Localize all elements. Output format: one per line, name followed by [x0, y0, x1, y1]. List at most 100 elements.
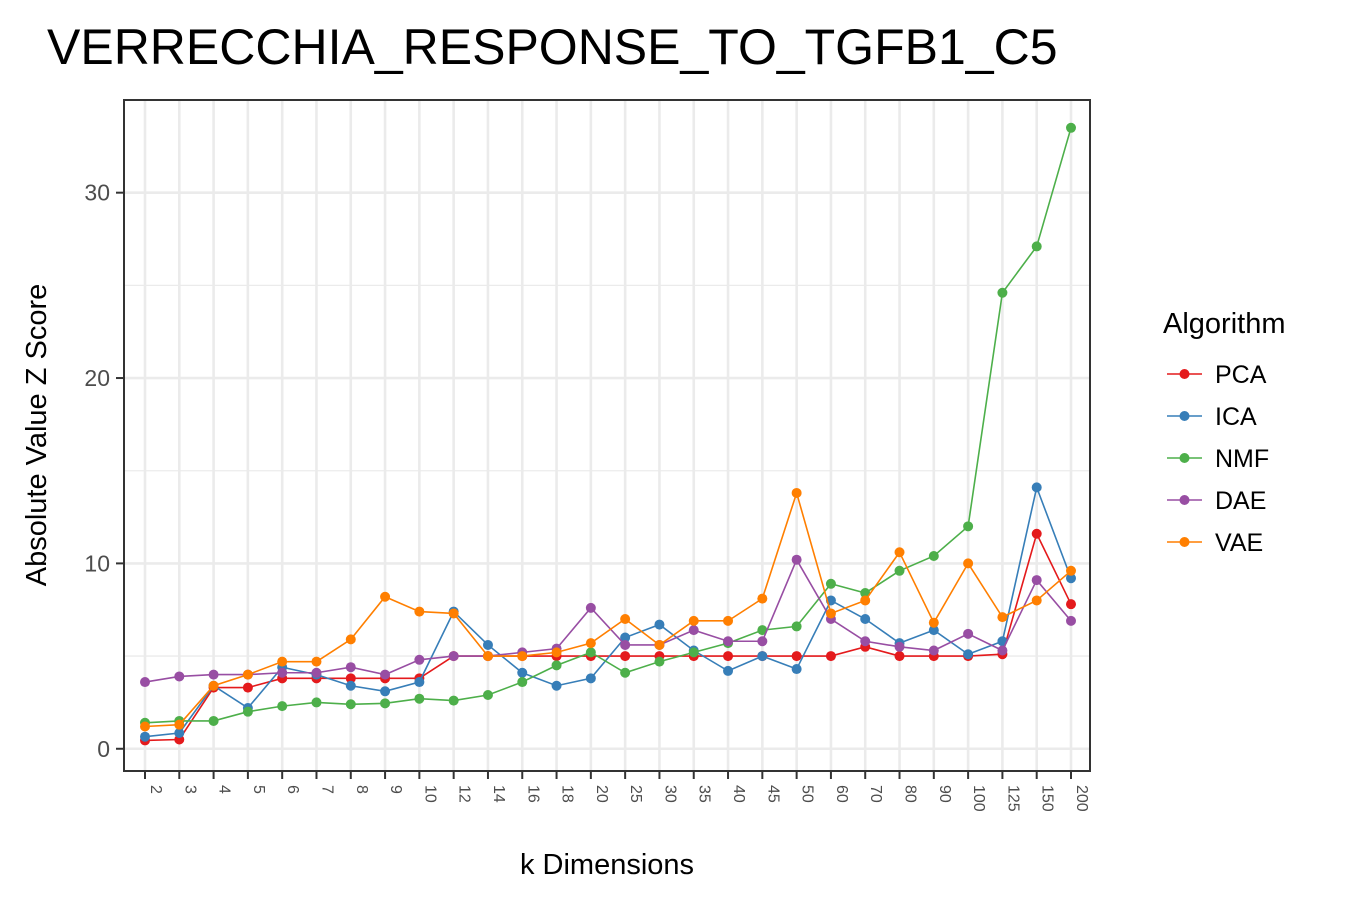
data-point-dae: [894, 641, 905, 652]
data-point-vae: [208, 680, 219, 691]
data-point-nmf: [757, 625, 768, 636]
data-point-dae: [997, 645, 1008, 656]
legend-label-vae: VAE: [1215, 529, 1263, 557]
data-point-nmf: [894, 565, 905, 576]
data-point-vae: [448, 608, 459, 619]
data-point-vae: [414, 606, 425, 617]
data-point-nmf: [242, 706, 253, 717]
data-point-vae: [277, 656, 288, 667]
legend: Algorithm PCA ICA NMF DAE VAE: [1163, 308, 1286, 557]
y-tick-label: 20: [84, 365, 110, 391]
series-layer: [140, 122, 1076, 746]
x-tick-label: 90: [936, 785, 953, 803]
data-point-vae: [551, 647, 562, 658]
series-line-vae: [144, 490, 1072, 728]
data-point-nmf: [380, 698, 391, 709]
x-tick-label: 8: [353, 785, 370, 794]
legend-key-point-vae: [1179, 537, 1190, 547]
data-point-ica: [517, 667, 528, 678]
data-point-nmf: [1031, 241, 1042, 252]
y-tick-label: 0: [97, 736, 110, 762]
legend-key-point-pca: [1179, 369, 1190, 379]
data-point-ica: [860, 614, 871, 625]
data-point-dae: [791, 554, 802, 565]
x-tick-label: 18: [559, 785, 576, 803]
x-tick-label: 3: [181, 785, 198, 794]
data-point-nmf: [345, 699, 356, 710]
data-point-dae: [414, 654, 425, 665]
data-point-nmf: [414, 693, 425, 704]
data-point-nmf: [825, 578, 836, 589]
data-point-dae: [963, 628, 974, 639]
x-tick-label: 7: [318, 785, 335, 794]
legend-key-point-ica: [1179, 411, 1190, 421]
data-point-ica: [757, 651, 768, 662]
data-point-nmf: [311, 697, 322, 708]
data-point-pca: [1031, 528, 1042, 539]
data-point-nmf: [963, 521, 974, 532]
x-tick-label: 30: [661, 785, 678, 803]
data-point-dae: [620, 639, 631, 650]
data-point-vae: [860, 595, 871, 606]
y-axis-title: Absolute Value Z Score: [21, 284, 53, 587]
data-point-nmf: [860, 588, 871, 599]
plot-border: [123, 99, 1091, 772]
x-tick-label: 25: [627, 785, 644, 803]
x-tick-label: 5: [250, 785, 267, 794]
plot-panel: [123, 99, 1091, 772]
data-point-nmf: [688, 647, 699, 658]
data-point-ica: [1031, 482, 1042, 493]
data-point-dae: [860, 636, 871, 647]
data-point-vae: [482, 651, 493, 662]
legend-key-point-nmf: [1179, 453, 1190, 463]
series-line-nmf: [144, 127, 1072, 724]
plot-background: [124, 100, 1090, 771]
data-point-ica: [1066, 573, 1076, 584]
data-point-ica: [620, 632, 631, 643]
chart-title: VERRECCHIA_RESPONSE_TO_TGFB1_C5: [47, 19, 1058, 75]
data-point-dae: [311, 667, 322, 678]
x-tick-label: 100: [970, 785, 987, 812]
data-point-dae: [448, 651, 459, 662]
x-tick-label: 40: [730, 785, 747, 803]
x-tick-label: 16: [524, 785, 541, 803]
data-point-dae: [757, 636, 768, 647]
data-point-nmf: [997, 287, 1008, 298]
data-point-vae: [620, 614, 631, 625]
legend-label-nmf: NMF: [1215, 445, 1269, 473]
data-point-nmf: [551, 660, 562, 671]
data-point-nmf: [585, 647, 596, 658]
x-tick-label: 60: [833, 785, 850, 803]
data-point-pca: [723, 651, 734, 662]
x-tick-label: 4: [216, 785, 233, 794]
x-tick-label: 10: [421, 785, 438, 803]
data-point-ica: [654, 619, 665, 630]
data-point-pca: [242, 682, 253, 693]
data-point-vae: [345, 634, 356, 645]
legend-label-dae: DAE: [1215, 487, 1266, 515]
data-point-dae: [277, 667, 288, 678]
data-point-nmf: [208, 715, 219, 726]
data-point-nmf: [1066, 122, 1076, 133]
x-tick-label: 12: [456, 785, 473, 803]
data-point-nmf: [791, 621, 802, 632]
data-point-dae: [585, 602, 596, 613]
series-line-pca: [144, 531, 1072, 742]
data-point-vae: [757, 593, 768, 604]
data-point-dae: [1066, 615, 1076, 626]
legend-label-ica: ICA: [1215, 403, 1257, 431]
data-point-vae: [928, 617, 939, 628]
data-point-vae: [174, 719, 185, 730]
data-point-vae: [380, 591, 391, 602]
x-tick-label: 6: [284, 785, 301, 794]
x-tick-label: 200: [1073, 785, 1090, 812]
data-point-dae: [345, 662, 356, 673]
data-point-vae: [242, 669, 253, 680]
x-tick-label: 20: [593, 785, 610, 803]
x-tick-label: 70: [867, 785, 884, 803]
x-tick-label: 14: [490, 785, 507, 803]
data-point-vae: [688, 615, 699, 626]
x-tick-label: 150: [1039, 785, 1056, 812]
data-point-pca: [791, 651, 802, 662]
